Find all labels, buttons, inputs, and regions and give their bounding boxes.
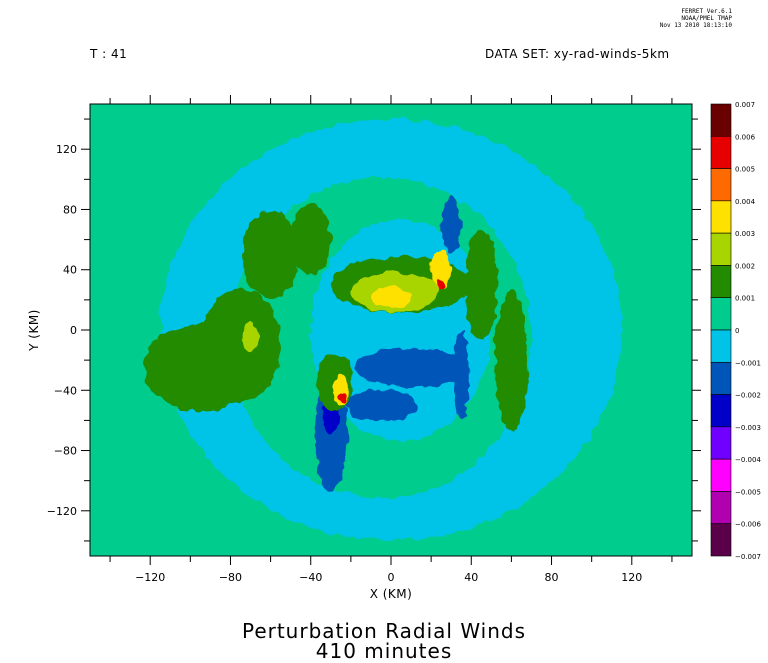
colorbar-swatch xyxy=(710,523,732,557)
y-tick-label: −120 xyxy=(47,505,77,518)
colorbar-label: −0.003 xyxy=(735,424,761,432)
colorbar-swatch xyxy=(710,361,732,395)
colorbar-label: 0.002 xyxy=(735,262,755,270)
west-yellowgreen-spot xyxy=(242,321,259,354)
stamp-line-2: NOAA/PMEL TMAP xyxy=(681,15,732,22)
colorbar-label: 0 xyxy=(735,327,739,335)
northwest-green-arc xyxy=(242,210,299,299)
colorbar-label: 0.007 xyxy=(735,101,755,109)
east-blue-stripe xyxy=(453,331,470,420)
axes: −120 −80 −40 0 40 80 120 120 80 40 0 −40 −80 −120 xyxy=(47,95,701,584)
colorbar-label: 0.005 xyxy=(735,166,755,174)
chart-subtitle: 410 minutes xyxy=(315,639,453,663)
west-green-patch-2 xyxy=(200,288,281,402)
colorbar-label: −0.005 xyxy=(735,488,761,496)
colorbar-swatch xyxy=(710,135,732,169)
time-label: T : 41 xyxy=(90,47,128,61)
colorbar-swatch xyxy=(710,103,732,137)
colorbar-label: 0.001 xyxy=(735,295,755,303)
colorbar-label: −0.006 xyxy=(735,521,761,529)
colorbar-swatch xyxy=(710,458,732,492)
dataset-label: DATA SET: xy-rad-winds-5km xyxy=(485,47,670,61)
south-blue-band-2 xyxy=(344,389,418,422)
stamp-line-1: FERRET Ver.6.1 xyxy=(681,8,732,15)
x-tick-label: 120 xyxy=(621,571,642,584)
x-tick-label: 0 xyxy=(388,571,395,584)
north-blue-stripe xyxy=(441,196,462,253)
colorbar-label: 0.004 xyxy=(735,198,756,206)
y-tick-label: 120 xyxy=(56,143,77,156)
y-tick-label: −40 xyxy=(54,384,77,397)
sw-red-spot xyxy=(338,391,347,404)
ne-red-spot xyxy=(437,278,446,291)
colorbar-swatch xyxy=(710,168,732,202)
colorbar-swatch xyxy=(710,297,732,331)
x-tick-label: −40 xyxy=(299,571,322,584)
colorbar-swatch xyxy=(710,394,732,428)
x-tick-label: −120 xyxy=(135,571,165,584)
y-tick-label: −80 xyxy=(54,445,77,458)
ne-yellow-spot xyxy=(431,249,452,290)
colorbar-label: −0.004 xyxy=(735,456,761,464)
colorbar-swatch xyxy=(710,200,732,234)
colorbar-swatch xyxy=(710,491,732,525)
x-tick-label: 80 xyxy=(545,571,559,584)
north-green-blob xyxy=(290,203,331,276)
x-tick-label: −80 xyxy=(219,571,242,584)
colorbar-label: −0.002 xyxy=(735,392,761,400)
colorbar-label: 0.006 xyxy=(735,133,756,141)
x-tick-label: 40 xyxy=(464,571,478,584)
y-axis-label: Y (KM) xyxy=(27,309,41,352)
colorbar: 0.007 0.006 0.005 0.004 0.003 0.002 0.001 0 −0.0… xyxy=(710,101,761,561)
ferret-stamp: FERRET Ver.6.1 NOAA/PMEL TMAP Nov 13 201… xyxy=(600,8,732,29)
north-yellow-core xyxy=(370,286,412,307)
colorbar-label: −0.001 xyxy=(735,359,761,367)
stamp-line-3: Nov 13 2010 18:13:10 xyxy=(659,22,732,29)
colorbar-swatch xyxy=(710,329,732,363)
south-blue-band xyxy=(354,347,468,388)
y-tick-label: 80 xyxy=(63,203,77,216)
field-features xyxy=(144,119,622,541)
x-axis-label: X (KM) xyxy=(370,587,413,601)
colorbar-label: 0.003 xyxy=(735,230,755,238)
colorbar-swatch xyxy=(710,232,732,266)
east-green-arc-2 xyxy=(465,228,498,341)
y-tick-label: 40 xyxy=(63,264,77,277)
contour-field xyxy=(90,104,692,556)
chart-title: Perturbation Radial Winds xyxy=(241,619,527,643)
colorbar-label: −0.007 xyxy=(735,553,761,561)
colorbar-swatch xyxy=(710,265,732,299)
east-green-arc xyxy=(495,289,528,431)
colorbar-swatch xyxy=(710,426,732,460)
y-tick-label: 0 xyxy=(70,324,77,337)
